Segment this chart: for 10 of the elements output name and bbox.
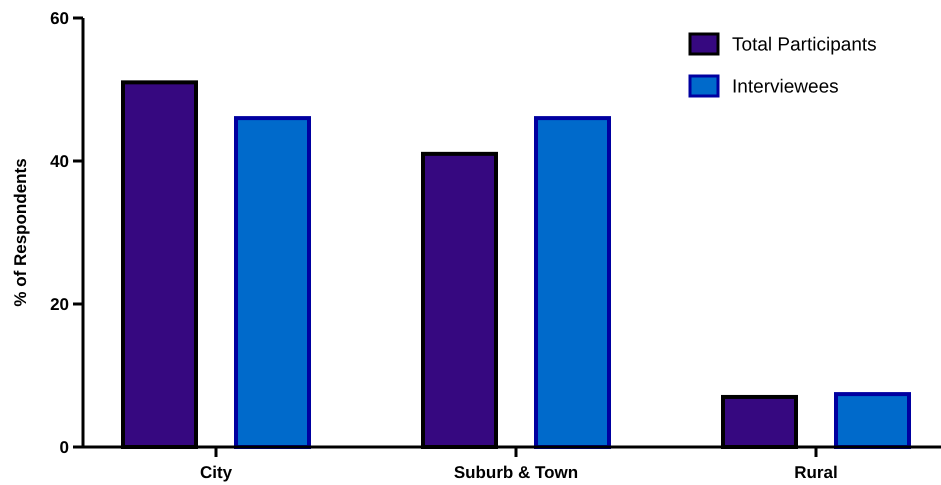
y-tick-label: 60 bbox=[50, 8, 69, 28]
x-tick-label: City bbox=[200, 463, 233, 482]
y-tick-label: 40 bbox=[50, 152, 69, 171]
y-tick-label: 20 bbox=[50, 294, 69, 314]
y-axis-title: % of Respondents bbox=[11, 158, 30, 307]
legend-label: Interviewees bbox=[732, 76, 839, 98]
x-tick-label: Suburb & Town bbox=[454, 463, 578, 482]
y-tick-label: 0 bbox=[60, 438, 69, 457]
x-tick-label: Rural bbox=[794, 463, 838, 482]
legend-label: Total Participants bbox=[732, 34, 877, 56]
